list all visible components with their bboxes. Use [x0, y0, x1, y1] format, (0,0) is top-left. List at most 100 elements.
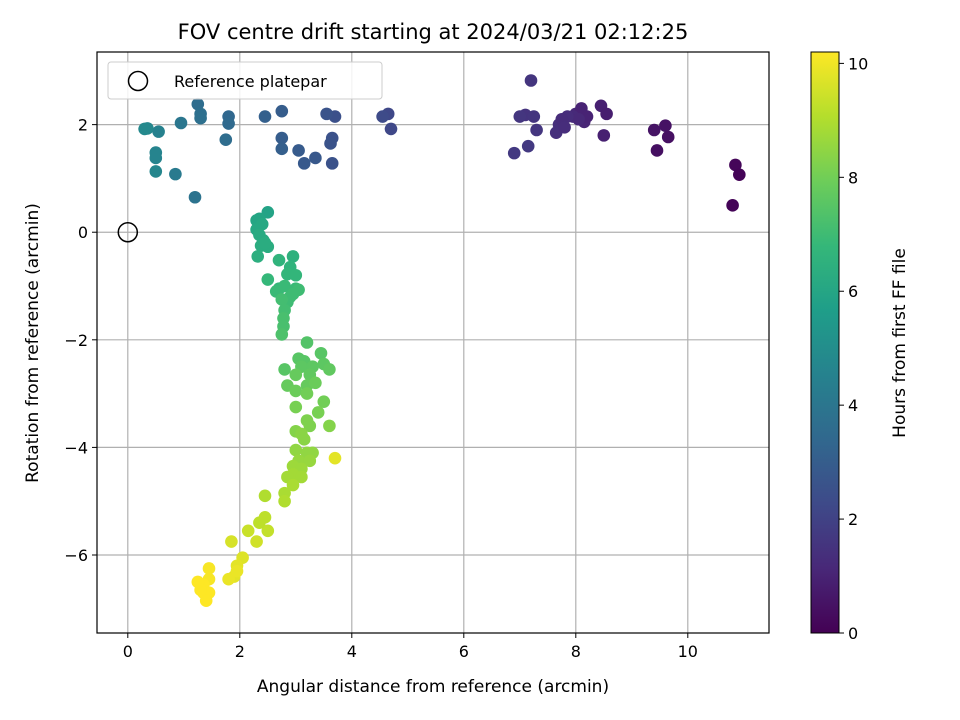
scatter-point — [320, 107, 333, 121]
x-tick-label: 2 — [235, 642, 245, 661]
x-axis: 0 2 4 6 8 10 — [123, 633, 698, 661]
scatter-point — [600, 107, 613, 121]
scatter-point — [597, 129, 611, 142]
scatter-point — [729, 158, 742, 172]
scatter-point — [558, 121, 571, 134]
scatter-point — [309, 376, 322, 390]
scatter-point — [275, 293, 289, 306]
scatter-point — [303, 419, 317, 433]
y-tick-label: 2 — [78, 116, 88, 135]
scatter-point — [317, 395, 331, 408]
scatter-point — [278, 279, 291, 293]
scatter-point — [258, 489, 272, 503]
legend: Reference platepar — [107, 61, 383, 100]
chart-title: FOV centre drift starting at 2024/03/21 … — [178, 20, 689, 44]
scatter-point — [311, 406, 325, 419]
scatter-point — [328, 451, 342, 465]
scatter-point — [219, 133, 233, 146]
y-tick-label: −4 — [64, 438, 88, 457]
scatter-points — [138, 74, 746, 608]
x-tick-label: 8 — [571, 642, 581, 661]
scatter-point — [275, 131, 289, 145]
scatter-point — [309, 151, 322, 165]
scatter-point — [733, 168, 746, 181]
y-tick-label: −2 — [64, 331, 88, 350]
scatter-point — [275, 142, 289, 156]
scatter-point — [300, 387, 314, 400]
scatter-point — [384, 122, 398, 136]
scatter-point — [289, 443, 303, 457]
scatter-point — [286, 250, 300, 263]
scatter-point — [230, 564, 244, 578]
scatter-point — [513, 110, 527, 123]
scatter-point — [194, 111, 207, 125]
plot-frame — [96, 51, 770, 634]
scatter-point — [323, 363, 336, 376]
reference-point — [117, 221, 139, 243]
colorbar-tick-label: 10 — [848, 54, 868, 73]
scatter-point — [521, 139, 535, 153]
y-tick-label: 0 — [78, 223, 88, 242]
scatter-point — [138, 122, 151, 136]
scatter-point — [303, 454, 317, 468]
scatter-point — [292, 144, 305, 157]
x-tick-label: 0 — [123, 642, 133, 661]
scatter-point — [572, 112, 585, 126]
scatter-point — [261, 273, 275, 286]
scatter-point — [325, 157, 339, 170]
scatter-point — [152, 125, 165, 138]
colorbar-tick-label: 2 — [848, 510, 858, 529]
scatter-point — [286, 287, 300, 301]
scatter-point — [225, 535, 238, 548]
legend-entry: Reference platepar — [174, 72, 327, 91]
x-tick-label: 4 — [347, 642, 357, 661]
colorbar-tick-label: 4 — [848, 396, 858, 415]
scatter-point — [300, 336, 314, 349]
scatter-point — [149, 151, 163, 165]
scatter-point — [289, 384, 303, 398]
scatter-point — [199, 594, 213, 608]
scatter-point — [286, 478, 300, 492]
scatter-point — [174, 116, 188, 130]
scatter-point — [295, 470, 308, 484]
scatter-point — [258, 110, 272, 123]
scatter-point — [191, 575, 205, 589]
scatter-point — [241, 524, 255, 538]
scatter-point — [650, 144, 664, 157]
scatter-point — [527, 110, 541, 123]
y-axis-label: Rotation from reference (arcmin) — [23, 203, 43, 483]
colorbar-tick-label: 0 — [848, 624, 858, 643]
scatter-point — [314, 346, 328, 360]
scatter-point — [297, 157, 311, 170]
scatter-point — [726, 199, 739, 212]
colorbar-ticks: 0 2 4 6 8 10 — [839, 54, 868, 643]
scatter-point — [289, 268, 303, 282]
plot-area — [96, 51, 770, 634]
scatter-point — [524, 74, 538, 87]
scatter-point — [253, 516, 266, 530]
scatter-point — [507, 146, 521, 160]
x-tick-label: 10 — [678, 642, 698, 661]
scatter-point — [647, 123, 661, 137]
x-axis-label: Angular distance from reference (arcmin) — [257, 677, 609, 697]
scatter-point — [149, 165, 163, 178]
colorbar-label: Hours from first FF file — [890, 248, 910, 438]
scatter-point — [258, 236, 272, 250]
scatter-point — [289, 400, 303, 414]
scatter-point — [530, 123, 543, 137]
scatter-point — [661, 130, 675, 144]
scatter-point — [202, 562, 216, 575]
scatter-point — [222, 117, 235, 130]
scatter-point — [275, 328, 289, 341]
legend-marker-reference — [127, 70, 149, 92]
scatter-point — [272, 253, 286, 267]
scatter-point — [289, 368, 303, 382]
colorbar-tick-label: 8 — [848, 168, 858, 187]
scatter-point — [297, 433, 311, 446]
scatter-point — [275, 104, 289, 118]
y-tick-label: −6 — [64, 546, 88, 565]
scatter-point — [659, 119, 672, 133]
x-tick-label: 6 — [459, 642, 469, 661]
scatter-point — [376, 110, 389, 123]
